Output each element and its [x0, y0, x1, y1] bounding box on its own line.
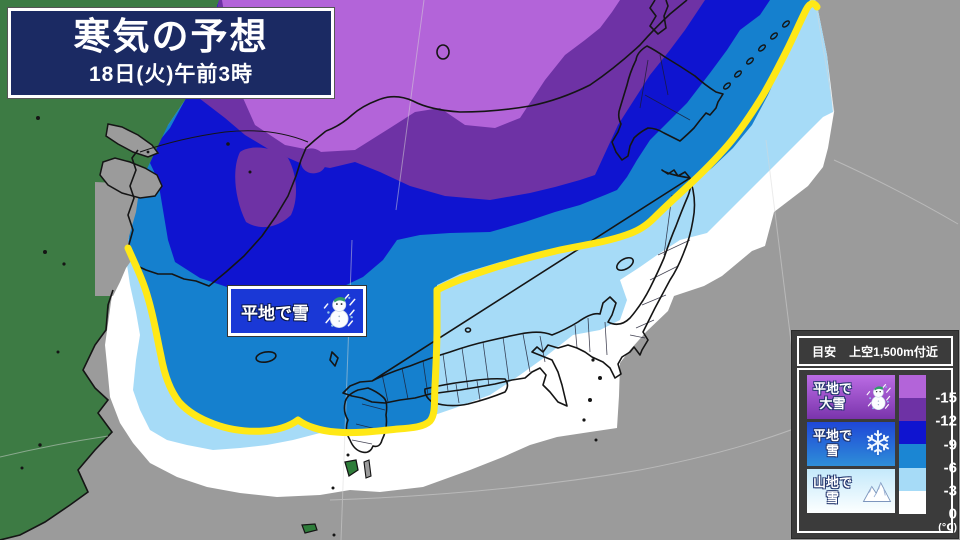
temperature-scale-numbers: -15 -12 -9 -6 -3 0 (℃) — [927, 370, 957, 534]
kyushu-coastline — [343, 387, 388, 454]
coastlines — [127, 0, 791, 454]
scale-value: -15 — [935, 389, 957, 407]
snow-boundary-line — [124, 0, 821, 437]
legend-header-left: 目安 — [812, 344, 837, 359]
legend-tile-label: 平地で 大雪 — [813, 381, 853, 411]
oki-island — [464, 327, 472, 333]
snowman-icon — [866, 381, 892, 413]
scale-unit: (℃) — [938, 522, 957, 534]
tsushima-island — [329, 351, 339, 367]
temperature-scale-bar — [899, 375, 926, 514]
southern-green-islet — [301, 523, 318, 534]
scattered-islets — [20, 116, 350, 537]
legend-tile-label: 平地で雪 — [813, 428, 853, 458]
dark-purple-patch-north-korea — [235, 147, 297, 228]
page-title: 寒気の予想 — [73, 15, 269, 57]
kuril-islands — [722, 20, 791, 90]
legend-tile-snow-mountain: 山地で雪 — [807, 469, 895, 513]
legend-tile-heavy-snow-flatland: 平地で 大雪 — [807, 375, 895, 419]
snowman-icon — [323, 291, 357, 331]
legend-tile-snow-flatland: 平地で雪 ❄ — [807, 422, 895, 466]
scale-segment — [899, 421, 926, 445]
sado-island — [616, 256, 634, 272]
scale-value: -3 — [943, 482, 957, 500]
scale-value: -12 — [935, 412, 957, 430]
russia-coastline — [325, 0, 688, 132]
forecast-datetime: 18日(火)午前3時 — [88, 63, 254, 87]
scale-segment — [899, 490, 926, 514]
snowflake-icon: ❄ — [863, 424, 893, 464]
title-box: 寒気の予想 18日(火)午前3時 — [8, 8, 334, 98]
scale-segment — [899, 398, 926, 422]
china-korea-border — [139, 130, 309, 153]
scale-value: 0 — [948, 505, 957, 523]
hokkaido-coastline — [611, 45, 724, 161]
legend-header: 目安 上空1,500m付近 — [797, 336, 953, 366]
sakhalin-coastline — [649, 0, 669, 35]
tanegashima-island — [363, 459, 372, 479]
mountain-icon — [862, 481, 892, 502]
izu-islands — [582, 358, 602, 442]
scale-segment — [899, 375, 926, 399]
legend-panel: 目安 上空1,500m付近 平地で 大雪 平地で雪 ❄ 山地で雪 -15 -12 -9… — [792, 331, 958, 538]
scale-value: -6 — [943, 459, 957, 477]
scale-segment — [899, 444, 926, 468]
map-annotation-text: 平地で雪 — [241, 303, 309, 323]
legend-body: 平地で 大雪 平地で雪 ❄ 山地で雪 -15 -12 -9 -6 -3 0 (℃) — [797, 368, 957, 534]
china-coastline — [0, 289, 114, 540]
small-islets — [20, 116, 602, 537]
korea-coastline — [127, 130, 327, 287]
scale-segment — [899, 467, 926, 491]
bohai-peninsulas — [99, 123, 163, 199]
honshu-coastline — [342, 169, 696, 407]
jeju-island — [255, 350, 277, 364]
scale-value: -9 — [943, 436, 957, 453]
legend-tile-label: 山地で雪 — [813, 475, 853, 505]
yakushima-island — [344, 459, 359, 478]
map-annotation-snow-flatland: 平地で雪 — [228, 286, 366, 336]
lake-khanka — [436, 44, 450, 60]
legend-header-right: 上空1,500m付近 — [849, 344, 938, 359]
dark-purple-patch-small — [300, 148, 327, 174]
